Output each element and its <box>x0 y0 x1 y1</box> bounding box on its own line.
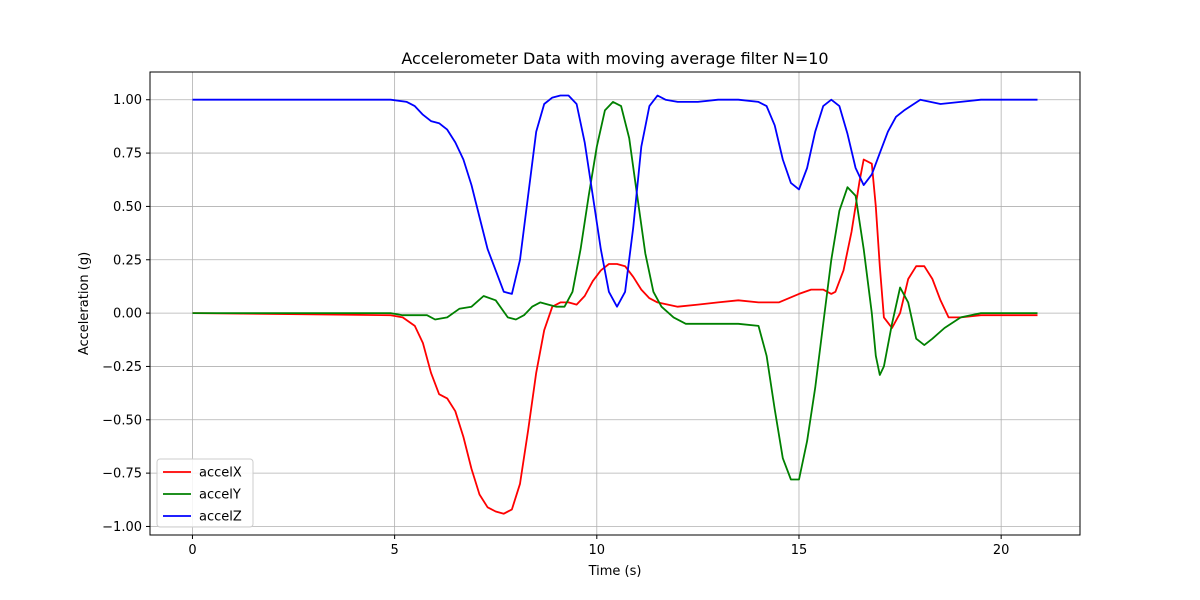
y-tick-label: 0.25 <box>113 253 142 268</box>
x-tick-label: 0 <box>188 543 196 558</box>
x-axis-label: Time (s) <box>588 564 642 579</box>
y-axis-label: Acceleration (g) <box>77 252 92 355</box>
x-tick-label: 20 <box>993 543 1010 558</box>
y-tick-label: 0.75 <box>113 147 142 162</box>
x-tick-label: 10 <box>589 543 606 558</box>
y-tick-label: −0.25 <box>102 360 142 375</box>
series-line-accelZ <box>192 94 1038 308</box>
legend-label-accelY: accelY <box>199 488 241 503</box>
y-axis-ticks: −1.00 −0.75 −0.50 −0.25 0.00 0.25 0.50 0.75 1.00 <box>102 93 150 535</box>
plot-frame <box>149 71 1081 536</box>
series-line-accelY <box>192 101 1038 481</box>
y-tick-label: −1.00 <box>102 520 142 535</box>
series-line-accelX <box>192 158 1038 515</box>
x-tick-label: 5 <box>390 543 398 558</box>
y-tick-label: −0.50 <box>102 413 142 428</box>
legend: accelX accelY accelZ <box>156 458 254 528</box>
legend-label-accelX: accelX <box>199 466 242 481</box>
y-tick-label: −0.75 <box>102 467 142 482</box>
x-axis-ticks: 0 5 10 15 20 <box>188 535 1009 558</box>
series-lines <box>192 94 1038 515</box>
y-tick-label: 0.50 <box>113 200 142 215</box>
y-tick-label: 1.00 <box>113 93 142 108</box>
legend-label-accelZ: accelZ <box>199 510 242 525</box>
y-tick-label: 0.00 <box>113 307 142 322</box>
chart-title: Accelerometer Data with moving average f… <box>401 49 828 68</box>
x-tick-label: 15 <box>791 543 808 558</box>
legend-box <box>156 458 254 528</box>
